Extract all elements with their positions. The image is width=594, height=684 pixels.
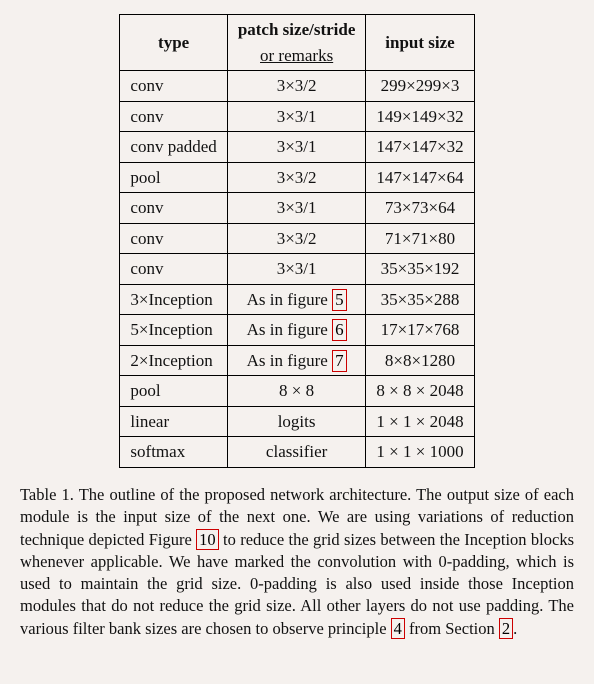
cell-type: 2×Inception (120, 345, 227, 376)
table-row: pool8 × 88 × 8 × 2048 (120, 376, 474, 407)
ref-figure-10[interactable]: 10 (196, 529, 219, 551)
header-input: input size (366, 15, 474, 71)
cell-input: 35×35×192 (366, 254, 474, 285)
cell-type: conv (120, 254, 227, 285)
cell-patch: As in figure 7 (227, 345, 366, 376)
cell-patch: 3×3/2 (227, 162, 366, 193)
cell-patch: classifier (227, 437, 366, 468)
table-row: pool3×3/2147×147×64 (120, 162, 474, 193)
cell-type: pool (120, 162, 227, 193)
cell-type: 3×Inception (120, 284, 227, 315)
cell-type: conv padded (120, 132, 227, 163)
cell-input: 1 × 1 × 2048 (366, 406, 474, 437)
cell-input: 1 × 1 × 1000 (366, 437, 474, 468)
cell-patch: 3×3/2 (227, 223, 366, 254)
cell-input: 8 × 8 × 2048 (366, 376, 474, 407)
caption-mid2: from Section (405, 619, 499, 638)
cell-type: softmax (120, 437, 227, 468)
cell-input: 299×299×3 (366, 71, 474, 102)
cell-patch: 3×3/1 (227, 254, 366, 285)
cell-type: conv (120, 223, 227, 254)
header-patch-line2: or remarks (260, 46, 333, 65)
cell-input: 71×71×80 (366, 223, 474, 254)
ref-principle-4[interactable]: 4 (391, 618, 405, 640)
table-row: linearlogits1 × 1 × 2048 (120, 406, 474, 437)
ref-section-2[interactable]: 2 (499, 618, 513, 640)
table-row: conv3×3/173×73×64 (120, 193, 474, 224)
table-caption: Table 1. The outline of the proposed net… (20, 484, 574, 640)
cell-type: conv (120, 71, 227, 102)
ref-figure-7[interactable]: 7 (332, 350, 347, 372)
table-row: conv padded3×3/1147×147×32 (120, 132, 474, 163)
cell-patch: logits (227, 406, 366, 437)
header-type: type (120, 15, 227, 71)
table-row: 5×InceptionAs in figure 617×17×768 (120, 315, 474, 346)
cell-patch: 3×3/2 (227, 71, 366, 102)
cell-input: 35×35×288 (366, 284, 474, 315)
cell-input: 149×149×32 (366, 101, 474, 132)
cell-patch: As in figure 6 (227, 315, 366, 346)
cell-patch: 3×3/1 (227, 101, 366, 132)
cell-patch-text: As in figure (247, 290, 332, 309)
cell-patch: As in figure 5 (227, 284, 366, 315)
table-row: conv3×3/2299×299×3 (120, 71, 474, 102)
caption-post: . (513, 619, 517, 638)
header-patch: patch size/stride or remarks (227, 15, 366, 71)
ref-figure-5[interactable]: 5 (332, 289, 347, 311)
cell-input: 73×73×64 (366, 193, 474, 224)
table-row: 3×InceptionAs in figure 535×35×288 (120, 284, 474, 315)
table-row: conv3×3/135×35×192 (120, 254, 474, 285)
cell-type: pool (120, 376, 227, 407)
cell-type: conv (120, 101, 227, 132)
table-row: conv3×3/271×71×80 (120, 223, 474, 254)
cell-input: 17×17×768 (366, 315, 474, 346)
header-patch-line1: patch size/stride (238, 20, 356, 39)
cell-input: 147×147×64 (366, 162, 474, 193)
cell-patch: 8 × 8 (227, 376, 366, 407)
architecture-table: type patch size/stride or remarks input … (119, 14, 474, 468)
cell-patch-text: As in figure (247, 320, 332, 339)
table-row: softmaxclassifier1 × 1 × 1000 (120, 437, 474, 468)
cell-input: 147×147×32 (366, 132, 474, 163)
ref-figure-6[interactable]: 6 (332, 319, 347, 341)
cell-patch: 3×3/1 (227, 132, 366, 163)
table-row: conv3×3/1149×149×32 (120, 101, 474, 132)
table-row: 2×InceptionAs in figure 78×8×1280 (120, 345, 474, 376)
cell-patch-text: As in figure (247, 351, 332, 370)
cell-type: conv (120, 193, 227, 224)
cell-type: linear (120, 406, 227, 437)
cell-type: 5×Inception (120, 315, 227, 346)
cell-patch: 3×3/1 (227, 193, 366, 224)
cell-input: 8×8×1280 (366, 345, 474, 376)
